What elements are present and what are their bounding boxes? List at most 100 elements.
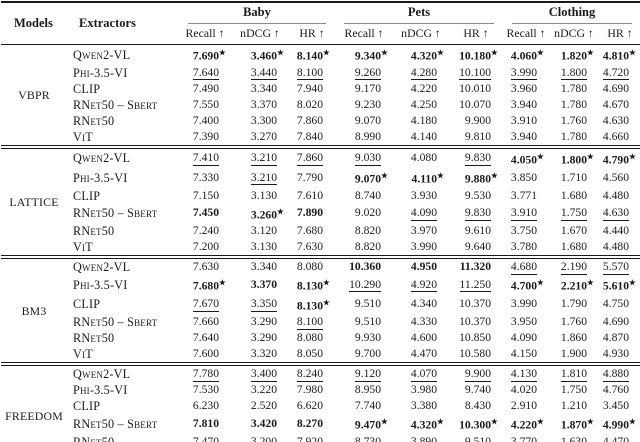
metric-value: 4.080	[410, 151, 437, 165]
metric-value: 3.130	[250, 188, 277, 202]
metric-value: 8.020	[296, 97, 323, 111]
metric-value: 4.600	[410, 331, 437, 344]
metric-value: 1.680	[560, 240, 587, 253]
block-separator-rule-cell	[1, 362, 640, 366]
metric-value: 3.220	[250, 383, 277, 396]
metric-value-cell: 3.990	[503, 295, 549, 315]
table-row: RNet50 – Sbert 7.660 3.290 8.100 9.510 4.330 1…	[1, 314, 640, 330]
metric-value-cell: 3.370	[231, 97, 289, 113]
metric-value: 1.780	[560, 81, 587, 95]
metric-value: 7.860	[296, 113, 323, 127]
metric-value-cell: 9.530	[449, 188, 503, 204]
metric-value-cell: 4.480	[599, 239, 640, 256]
metric-value-cell: 9.260	[335, 65, 393, 81]
metric-value-cell: 1.750	[549, 204, 599, 224]
metric-value-cell: 4.690	[599, 314, 640, 330]
metric-value-cell: 1.210	[549, 398, 599, 414]
metric-value-cell: 1.780	[549, 129, 599, 146]
metric-value: 8.740	[354, 188, 381, 202]
metric-value: 4.810	[602, 49, 629, 63]
metric-value-cell: 4.480	[599, 188, 640, 204]
group-header-row: Models Extractors Baby Pets Clothing	[1, 2, 640, 45]
metric-value: 3.990	[510, 65, 537, 80]
metric-value: 7.150	[192, 188, 219, 202]
extractor-name: Qwen2-VL	[73, 367, 131, 381]
metric-value: 4.060	[510, 49, 537, 63]
metric-value: 7.410	[192, 151, 219, 166]
metric-value: 4.180	[410, 113, 437, 127]
metric-value: 7.600	[192, 347, 219, 360]
metric-value-cell: 4.950	[393, 259, 449, 276]
metric-header-pets-hr: HR ↑	[449, 24, 503, 45]
metric-value-cell: 7.660	[179, 314, 231, 330]
metric-value-cell: 9.170	[335, 81, 393, 97]
extractor-name: RNet50 – Sbert	[73, 206, 158, 221]
metric-value: 4.700	[510, 279, 537, 293]
metric-value-cell: 3.960	[503, 81, 549, 97]
metric-value-cell: 1.900	[549, 346, 599, 363]
metric-value-cell: 3.980	[393, 382, 449, 398]
table-row: ViT 7.390 3.270 7.840 8.990 4.140 9.810 3.940 1.…	[1, 129, 640, 146]
metric-value-cell: 3.210	[231, 168, 289, 188]
metric-value: 1.670	[560, 224, 587, 237]
metric-value-cell: 3.780	[503, 239, 549, 256]
metric-value: 4.660	[602, 129, 629, 143]
metric-value: 1.820	[560, 49, 587, 63]
block-separator-rule-cell	[1, 255, 640, 259]
metric-value-cell: 3.771	[503, 188, 549, 204]
metric-value-cell: 7.680★	[192, 278, 226, 293]
metric-value: 4.990	[602, 418, 629, 432]
table-body: VBPR Qwen2-VL 7.690★ 3.460★ 8.140★ 9.340★ 4.32…	[1, 45, 640, 442]
metric-value: 8.100	[296, 315, 323, 330]
metric-value: 4.140	[410, 129, 437, 143]
metric-value-cell: 4.130	[503, 366, 549, 383]
metric-value: 7.390	[192, 129, 219, 143]
metric-value: 3.460	[250, 49, 277, 63]
metric-value-cell: 8.740	[335, 188, 393, 204]
metric-value: 4.760	[602, 383, 629, 396]
metric-value-cell: 7.840	[289, 129, 335, 146]
metric-value: 11.320	[459, 260, 491, 273]
metric-value-cell: 4.470	[393, 346, 449, 363]
metric-value-cell: 1.820★	[560, 48, 594, 63]
metric-value: 4.220	[410, 81, 437, 95]
metric-value-cell: 4.110★	[411, 171, 444, 186]
metric-value-cell: 9.900	[449, 113, 503, 129]
metric-value: 3.450	[602, 399, 629, 412]
metric-value-cell: 1.870★	[560, 417, 594, 432]
metric-value: 4.880	[602, 367, 629, 382]
table-row: Phi-3.5-VI 7.530 3.220 7.980 8.950 3.980 9.740…	[1, 382, 640, 398]
metric-value-cell: 9.510	[449, 434, 503, 442]
metric-value: 4.340	[410, 297, 437, 311]
metric-value-cell: 6.620	[289, 398, 335, 414]
metric-value: 1.210	[560, 399, 587, 412]
metric-value: 1.750	[560, 206, 587, 221]
metric-value: 4.220	[510, 418, 537, 432]
metric-value-cell: 8.730	[335, 434, 393, 442]
models-column-header: Models	[1, 2, 67, 45]
metric-value: 1.900	[560, 347, 587, 360]
metric-value-cell: 3.340	[231, 81, 289, 97]
metric-value-cell: 2.520	[231, 398, 289, 414]
metric-value: 3.890	[410, 434, 437, 442]
metric-header-clothing-hr: HR ↑	[599, 24, 640, 45]
metric-value: 10.360	[349, 260, 381, 273]
metric-value-cell: 7.810	[179, 414, 231, 434]
metric-value: 4.050	[510, 153, 537, 166]
metric-value-cell: 8.820	[335, 223, 393, 239]
metric-value-cell: 7.670	[179, 295, 231, 315]
metric-value: 2.210	[560, 279, 587, 293]
metric-value: 4.470	[410, 347, 437, 360]
metric-value: 3.370	[250, 277, 277, 291]
metric-value-cell: 8.050	[289, 346, 335, 363]
metric-value-cell: 5.610★	[602, 278, 636, 293]
table-row: BM3 Qwen2-VL 7.630 3.340 8.080 10.360 4.950 11.…	[1, 259, 640, 318]
metric-value: 7.450	[192, 206, 219, 220]
metric-value-cell: 7.680	[289, 223, 335, 239]
metric-value: 3.320	[250, 347, 277, 360]
metric-value-cell: 8.130★	[296, 297, 330, 313]
metric-value: 8.050	[296, 347, 323, 360]
metric-value: 7.660	[192, 315, 219, 328]
table-row: VBPR Qwen2-VL 7.690★ 3.460★ 8.140★ 9.340★ 4.32…	[1, 45, 640, 102]
extractor-name: Qwen2-VL	[73, 260, 131, 274]
